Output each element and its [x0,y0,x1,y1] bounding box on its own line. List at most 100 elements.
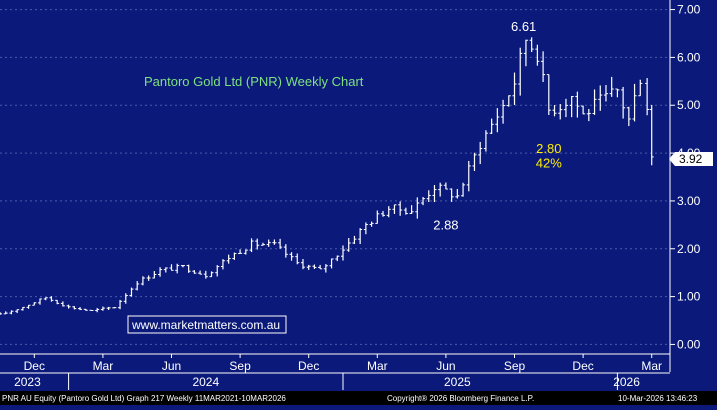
ohlc-bar [598,85,603,111]
y-tick-label: 1.00 [677,290,701,304]
ohlc-bar [649,104,654,166]
ohlc-bar [3,311,8,315]
x-month-label: Jun [436,359,455,373]
ohlc-bar [32,302,37,306]
ohlc-bar [558,104,563,120]
y-tick-label: 6.00 [677,50,701,64]
ohlc-bar [609,76,614,97]
ohlc-bar [78,307,83,311]
ohlc-bar [272,239,277,245]
ohlc-bar [260,242,265,246]
ohlc-bar [192,270,197,274]
ohlc-bar [118,299,123,310]
ohlc-bar [123,293,128,304]
ohlc-bar [55,299,60,305]
last-price-marker [669,152,713,166]
ohlc-bar [626,106,631,127]
ohlc-bar [443,182,448,190]
ohlc-bar [335,255,340,262]
ohlc-bar [586,108,591,122]
ohlc-bar [83,308,88,311]
x-year-label: 2026 [613,375,640,389]
ohlc-bar [529,37,534,53]
ohlc-bar [398,201,403,216]
ohlc-bar [615,88,620,98]
ohlc-bar [43,297,48,301]
ohlc-bar [158,267,163,277]
ohlc-bar [232,252,237,260]
ohlc-bar [20,306,25,311]
ohlc-bar [323,264,328,273]
ohlc-bar [461,182,466,197]
ohlc-bar [375,210,380,224]
ohlc-bar [541,51,546,83]
ohlc-bar [489,118,494,135]
x-year-label: 2024 [192,375,219,389]
x-axis: Dec Mar Jun Sep Dec Mar Jun Sep Dec Mar 2023 2024 20… [0,353,670,390]
footer-bar [0,391,717,405]
ohlc-bar [180,265,185,268]
watermark: www.marketmatters.com.au [131,318,280,332]
last-price-label: 3.92 [679,152,703,166]
y-tick-label: 2.00 [677,242,701,256]
ohlc-bar [575,91,580,118]
ohlc-bar [523,39,528,67]
ohlc-bar [621,86,626,119]
ohlc-bar [466,160,471,192]
ohlc-bar [535,44,540,66]
ohlc-bar [9,310,14,315]
ohlc-bar [455,189,460,199]
ohlc-bar [66,304,71,309]
grid-layer [0,9,670,345]
ohlc-bar [363,222,368,235]
ohlc-bar [278,238,283,249]
ohlc-bar [72,306,77,310]
ohlc-bar [289,252,294,261]
ohlc-bar [352,235,357,244]
ohlc-bar [318,264,323,270]
x-month-label: Mar [641,359,662,373]
ohlc-bar [306,264,311,270]
ohlc-bar [421,196,426,206]
ohlc-bar [106,306,111,310]
ohlc-bar [478,141,483,165]
x-month-label: Dec [298,359,319,373]
ohlc-bar [638,79,643,97]
ohlc-bar [392,204,397,214]
footer-left: PNR AU Equity (Pantoro Gold Ltd) Graph 2… [2,394,286,403]
ohlc-bar [552,105,557,117]
annotation-label: 42% [536,155,562,170]
chart-title: Pantoro Gold Ltd (PNR) Weekly Chart [144,74,364,89]
ohlc-bar [89,309,94,311]
x-month-label: Dec [572,359,593,373]
ohlc-bar [438,182,443,197]
ohlc-bar [415,197,420,219]
ohlc-bar [175,263,180,274]
ohlc-bar [215,265,220,277]
ohlc-bar [632,83,637,122]
ohlc-bar [60,301,65,307]
ohlc-bar [198,270,203,275]
ohlc-bar [169,264,174,271]
ohlc-bar [295,253,300,265]
x-month-label: Sep [229,359,251,373]
ohlc-bar [300,259,305,270]
x-month-label: Sep [504,359,526,373]
ohlc-bar [220,259,225,270]
ohlc-bar [243,249,248,255]
ohlc-bar [186,264,191,273]
ohlc-bar [341,245,346,261]
ohlc-bar [266,239,271,247]
ohlc-bar [249,238,254,253]
ohlc-bar [329,258,334,269]
ohlc-bar [0,312,2,315]
ohlc-bar [238,249,243,255]
y-tick-label: 5.00 [677,98,701,112]
x-month-label: Mar [367,359,388,373]
ohlc-bar [312,264,317,269]
ohlc-bar [146,275,151,281]
